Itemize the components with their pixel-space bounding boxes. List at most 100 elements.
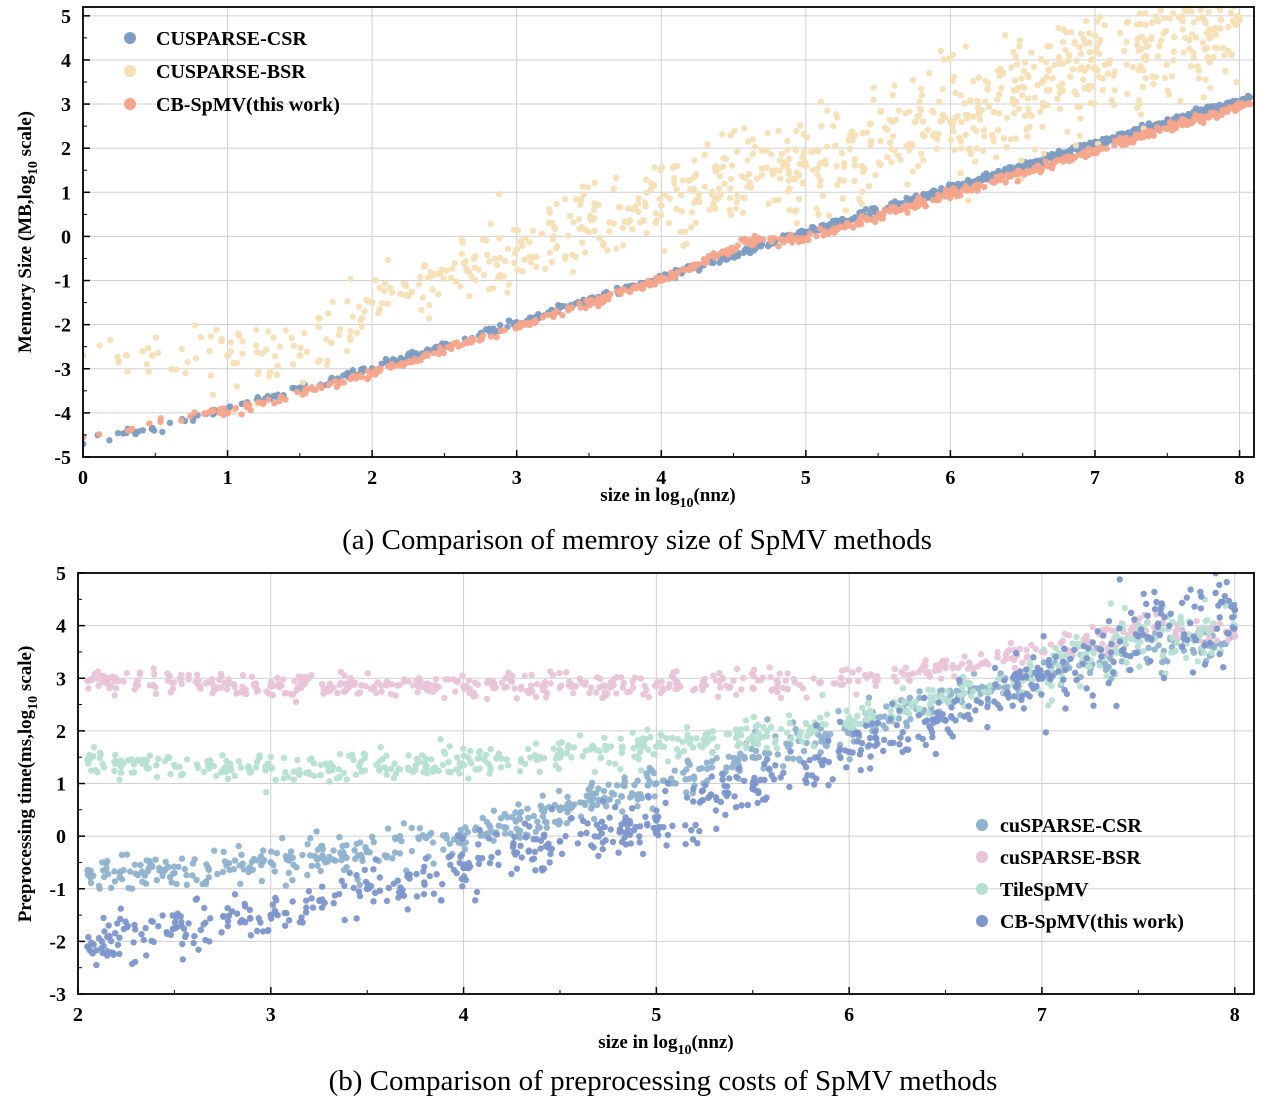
- data-point: [324, 357, 331, 365]
- data-point: [1151, 605, 1159, 613]
- data-point: [924, 126, 931, 133]
- data-point: [651, 164, 658, 171]
- data-point: [369, 833, 376, 840]
- legend-marker: [124, 98, 136, 110]
- data-point: [1077, 683, 1084, 690]
- data-point: [465, 677, 473, 684]
- data-point: [1103, 673, 1110, 680]
- data-point: [498, 755, 505, 762]
- data-point: [749, 779, 757, 786]
- data-point: [737, 750, 744, 757]
- data-point: [1178, 620, 1185, 627]
- data-point: [1014, 178, 1021, 185]
- data-point: [423, 770, 431, 777]
- data-point: [529, 227, 537, 234]
- data-point: [578, 223, 585, 231]
- data-point: [341, 916, 348, 924]
- data-point: [469, 335, 477, 342]
- data-point: [282, 327, 290, 334]
- data-point: [658, 743, 665, 750]
- data-point: [867, 210, 874, 217]
- data-point: [191, 932, 198, 940]
- data-point: [818, 122, 825, 130]
- data-point: [512, 809, 519, 816]
- data-point: [722, 155, 730, 163]
- data-point: [953, 193, 960, 200]
- data-point: [799, 154, 806, 161]
- data-point: [290, 861, 297, 868]
- data-point: [219, 868, 227, 876]
- data-point: [346, 869, 353, 876]
- data-point: [440, 846, 447, 853]
- data-point: [384, 256, 392, 264]
- data-point: [793, 219, 801, 227]
- data-point: [1154, 620, 1162, 627]
- data-point: [957, 92, 964, 99]
- data-point: [601, 823, 608, 831]
- data-point: [951, 186, 958, 193]
- data-point: [692, 685, 699, 693]
- data-point: [454, 837, 461, 844]
- data-point: [151, 671, 158, 678]
- data-point: [808, 148, 815, 156]
- data-point: [817, 225, 824, 232]
- data-point: [148, 917, 155, 925]
- data-point: [306, 756, 314, 763]
- data-point: [388, 681, 396, 688]
- data-point: [910, 670, 917, 677]
- x-tick-label: 1: [223, 467, 233, 489]
- data-point: [470, 255, 478, 262]
- data-point: [637, 675, 644, 682]
- data-point: [350, 756, 357, 763]
- data-point: [1076, 132, 1083, 139]
- data-point: [356, 892, 364, 900]
- data-point: [1073, 633, 1080, 641]
- data-point: [505, 281, 512, 288]
- data-point: [691, 173, 698, 181]
- data-point: [1021, 112, 1029, 120]
- data-point: [376, 887, 384, 894]
- data-point: [906, 694, 914, 701]
- data-point: [1111, 101, 1118, 109]
- data-point: [1206, 26, 1214, 33]
- data-point: [1030, 654, 1037, 661]
- data-point: [556, 819, 563, 826]
- data-point: [336, 750, 344, 758]
- data-point: [679, 177, 686, 184]
- data-point: [408, 847, 416, 855]
- data-point: [1163, 61, 1171, 68]
- data-point: [785, 236, 792, 243]
- data-point: [1048, 150, 1056, 158]
- data-point: [341, 882, 348, 889]
- data-point: [313, 828, 320, 835]
- data-point: [112, 930, 119, 937]
- data-point: [553, 308, 560, 315]
- data-point: [178, 918, 185, 926]
- data-point: [951, 673, 958, 680]
- data-point: [1031, 164, 1038, 171]
- data-point: [445, 768, 452, 775]
- data-point: [296, 766, 303, 774]
- data-point: [485, 258, 493, 265]
- data-point: [841, 163, 848, 171]
- legend-item: cuSPARSE-CSR: [976, 815, 1142, 837]
- data-point: [565, 682, 572, 689]
- data-point: [437, 736, 444, 743]
- data-point: [464, 268, 471, 275]
- data-point: [302, 769, 309, 777]
- data-point: [757, 776, 764, 783]
- legend: cuSPARSE-CSR cuSPARSE-BSR TileSpMV CB-Sp…: [976, 815, 1184, 933]
- y-tick-label: 2: [56, 721, 66, 743]
- data-point: [404, 906, 411, 913]
- data-point: [771, 197, 778, 204]
- data-point: [994, 654, 1001, 661]
- data-point: [452, 278, 460, 285]
- data-point: [112, 757, 120, 765]
- data-point: [906, 710, 913, 717]
- data-point: [394, 682, 401, 689]
- data-point: [1019, 92, 1026, 99]
- data-point: [1061, 630, 1069, 638]
- data-point: [1140, 590, 1147, 597]
- data-point: [1081, 85, 1088, 92]
- data-point: [921, 694, 928, 702]
